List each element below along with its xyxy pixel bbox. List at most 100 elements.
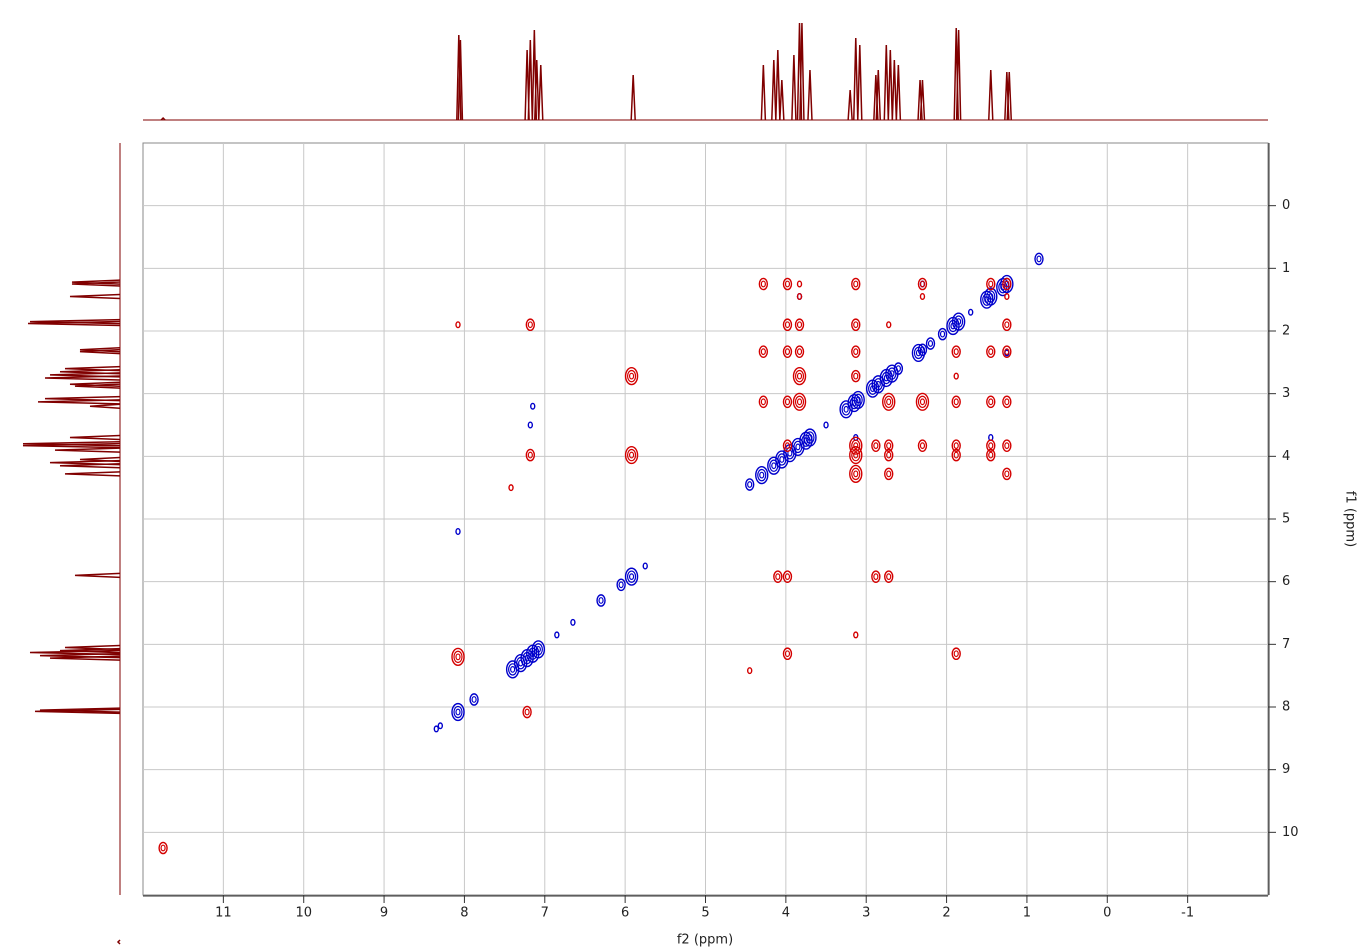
contour-ring: [1004, 348, 1010, 356]
top-projection-peak: [1006, 71, 1012, 121]
contour-peak: [782, 345, 793, 358]
contour-ring: [853, 280, 859, 288]
contour-ring: [795, 443, 801, 451]
contour-ring: [853, 348, 859, 356]
x-tick-label: 2: [942, 906, 950, 921]
contour-ring: [889, 370, 895, 378]
x-tick-label: 5: [701, 906, 709, 921]
left-projection-peak: [79, 456, 121, 463]
contour-ring: [760, 280, 766, 288]
x-tick-label: 0: [1103, 906, 1111, 921]
contour-ring: [784, 398, 791, 406]
contour-ring: [988, 398, 994, 406]
contour-peak: [530, 402, 536, 410]
top-projection-peak: [457, 39, 464, 121]
contour-peak: [851, 390, 865, 410]
contour-ring: [455, 653, 461, 661]
contour-ring: [628, 573, 635, 581]
contour-peak: [782, 570, 793, 583]
contour-ring: [953, 398, 959, 406]
top-projection-peak: [919, 79, 926, 121]
top-projection-peak: [891, 59, 898, 121]
contour-ring: [598, 597, 604, 604]
contour-ring: [853, 321, 859, 329]
contour-peak: [570, 618, 576, 626]
contour-peak: [1002, 318, 1012, 332]
contour-ring: [917, 395, 928, 409]
contour-ring: [988, 280, 994, 288]
contour-peak: [953, 372, 959, 380]
left-projection-peak: [49, 459, 121, 466]
x-tick-label: 7: [541, 906, 549, 921]
contour-peak: [849, 436, 863, 455]
contour-ring: [855, 396, 861, 404]
left-projection-peak: [69, 381, 121, 388]
contour-peak: [917, 343, 928, 357]
y-tick-label: 4: [1282, 449, 1290, 464]
top-projection-peak: [875, 69, 882, 121]
contour-ring: [988, 442, 994, 450]
contour-ring: [796, 398, 803, 406]
contour-ring: [796, 372, 803, 380]
y-tick-label: 6: [1282, 574, 1290, 589]
contour-peak: [849, 445, 863, 465]
contour-peak: [554, 631, 560, 639]
contour-ring: [796, 348, 803, 356]
contour-peak: [527, 421, 534, 429]
contour-peak: [851, 369, 861, 383]
contour-peak: [1004, 293, 1010, 301]
y-tick-label: 1: [1282, 261, 1290, 276]
contour-ring: [760, 398, 766, 406]
left-projection-peak: [71, 279, 121, 285]
x-tick-label: 4: [782, 906, 790, 921]
contour-peak: [951, 448, 961, 462]
contour-ring: [747, 481, 753, 488]
contour-peak: [624, 367, 639, 386]
left-projection-peak: [22, 441, 121, 447]
top-projection-peak: [799, 22, 805, 121]
contour-ring: [919, 398, 926, 406]
contour-ring: [759, 471, 765, 479]
top-projection-peak: [887, 49, 894, 121]
contour-peak: [967, 308, 974, 316]
contour-ring: [796, 321, 803, 329]
contour-peak: [794, 345, 805, 358]
x-tick-label: 8: [460, 906, 468, 921]
contour-ring: [626, 448, 637, 462]
contour-ring: [779, 456, 785, 463]
left-projection-peak: [71, 281, 121, 287]
contour-peak: [951, 647, 961, 661]
top-projection-peak: [955, 29, 962, 121]
top-projection-peak: [853, 37, 859, 121]
contour-ring: [160, 844, 166, 852]
contour-ring: [919, 442, 926, 450]
top-projection-peak: [534, 59, 540, 121]
contour-ring: [1004, 442, 1010, 450]
contour-peak: [746, 667, 753, 675]
contour-ring: [453, 705, 463, 719]
contour-peak: [1002, 467, 1012, 481]
contour-peak: [986, 395, 996, 409]
top-projection-peak: [775, 49, 781, 121]
contour-peak: [451, 647, 465, 666]
x-tick-label: -1: [1181, 906, 1194, 921]
contour-peak: [642, 562, 648, 570]
contour-ring: [1004, 280, 1010, 288]
contour-ring: [626, 369, 637, 383]
x-tick-label: 1: [1023, 906, 1031, 921]
top-projection-peak: [630, 74, 636, 121]
contour-peak: [917, 439, 928, 452]
contour-peak: [919, 293, 926, 301]
contour-ring: [533, 643, 543, 656]
y-axis-label: f1 (ppm): [1343, 491, 1358, 547]
y-tick-label: 10: [1282, 825, 1299, 840]
contour-ring: [1004, 398, 1010, 406]
contour-ring: [919, 280, 926, 288]
contour-peak: [871, 439, 881, 452]
contour-ring: [775, 573, 781, 581]
top-projection-peak: [807, 69, 813, 121]
contour-peak: [782, 647, 793, 661]
top-projection-peak: [779, 79, 785, 121]
x-axis-label: f2 (ppm): [677, 933, 733, 948]
